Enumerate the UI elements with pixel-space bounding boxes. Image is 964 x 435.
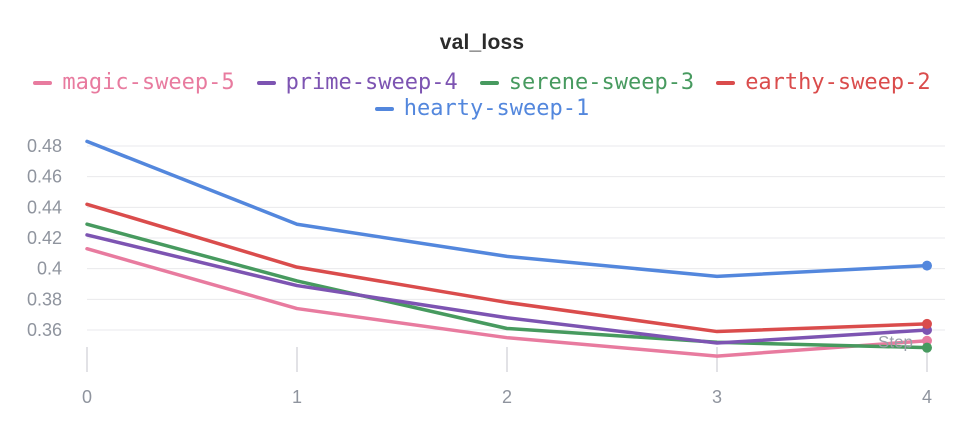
- legend-label: magic-sweep-5: [62, 70, 235, 95]
- x-axis-label: Step: [878, 333, 913, 352]
- y-tick-label: 0.44: [27, 197, 62, 217]
- legend-swatch-icon: [374, 106, 394, 111]
- legend-label: earthy-sweep-2: [745, 70, 931, 95]
- legend-swatch-icon: [256, 80, 276, 85]
- x-tick-label: 4: [922, 387, 932, 407]
- y-tick-label: 0.36: [27, 320, 62, 340]
- endpoint-dot-serene-sweep-3: [922, 342, 932, 353]
- series-line-magic-sweep-5[interactable]: [85, 246, 929, 358]
- y-tick-label: 0.46: [27, 167, 62, 187]
- series-line-serene-sweep-3[interactable]: [85, 222, 929, 350]
- legend-swatch-icon: [33, 80, 53, 85]
- series-line-prime-sweep-4[interactable]: [85, 233, 929, 345]
- x-tick-label: 0: [82, 387, 92, 407]
- series-line-earthy-sweep-2[interactable]: [85, 202, 929, 334]
- legend-row-2: hearty-sweep-1: [0, 96, 964, 121]
- y-tick-label: 0.4: [37, 259, 62, 279]
- legend-label: prime-sweep-4: [285, 70, 458, 95]
- legend-item-earthy-sweep-2[interactable]: earthy-sweep-2: [716, 70, 931, 95]
- legend-row-1: magic-sweep-5 prime-sweep-4 serene-sweep…: [0, 70, 964, 95]
- x-tick-label: 2: [502, 387, 512, 407]
- legend-swatch-icon: [479, 80, 499, 85]
- x-tick-label: 1: [292, 387, 302, 407]
- x-tick-label: 3: [712, 387, 722, 407]
- endpoint-dot-hearty-sweep-1: [922, 260, 932, 271]
- legend-label: serene-sweep-3: [508, 70, 695, 95]
- legend-label: hearty-sweep-1: [403, 96, 590, 121]
- y-tick-label: 0.42: [27, 228, 62, 248]
- y-tick-label: 0.38: [27, 289, 62, 309]
- legend-item-prime-sweep-4[interactable]: prime-sweep-4: [256, 70, 458, 95]
- legend-item-hearty-sweep-1[interactable]: hearty-sweep-1: [374, 96, 590, 121]
- series-line-hearty-sweep-1[interactable]: [85, 139, 929, 279]
- legend-item-serene-sweep-3[interactable]: serene-sweep-3: [479, 70, 695, 95]
- chart-title: val_loss: [439, 31, 525, 54]
- endpoint-dot-earthy-sweep-2: [922, 318, 932, 329]
- y-tick-label: 0.48: [27, 136, 62, 156]
- endpoint-dot-magic-sweep-5: [922, 335, 932, 346]
- legend-item-magic-sweep-5[interactable]: magic-sweep-5: [33, 70, 235, 95]
- legend-swatch-icon: [716, 80, 736, 85]
